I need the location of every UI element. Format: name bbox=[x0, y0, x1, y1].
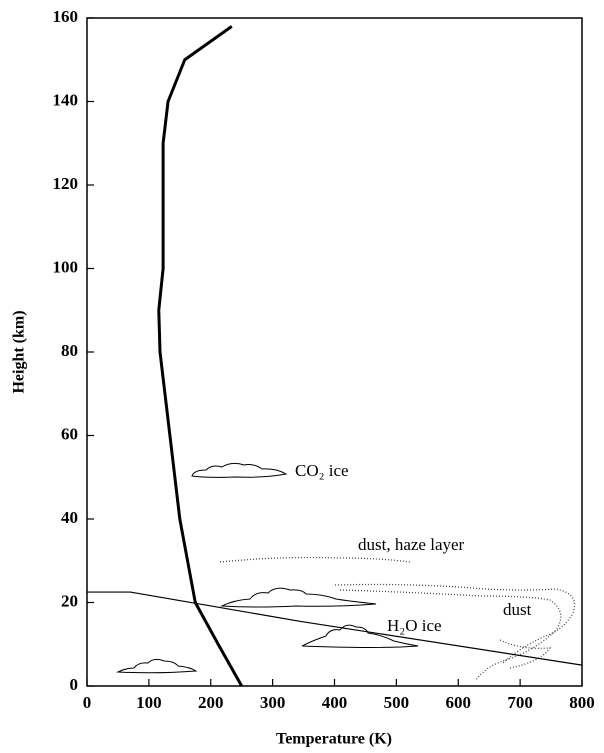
x-tick-label: 500 bbox=[384, 693, 410, 712]
x-axis-label: Temperature (K) bbox=[276, 731, 392, 748]
x-tick-label: 200 bbox=[198, 693, 224, 712]
y-tick-label: 40 bbox=[61, 508, 78, 527]
annotation: dust bbox=[503, 600, 532, 619]
x-tick-label: 800 bbox=[569, 693, 595, 712]
line bbox=[157, 25, 243, 687]
clouds bbox=[116, 462, 419, 674]
x-tick-label: 100 bbox=[136, 693, 162, 712]
annotation: H₂O ice bbox=[387, 616, 442, 635]
annotation: CO₂ ice bbox=[295, 461, 349, 480]
x-tick-label: 600 bbox=[446, 693, 472, 712]
line bbox=[87, 591, 583, 666]
y-tick-label: 60 bbox=[61, 424, 78, 443]
x-tick-label: 300 bbox=[260, 693, 286, 712]
x-tick-label: 700 bbox=[507, 693, 533, 712]
y-tick-label: 140 bbox=[53, 90, 79, 109]
y-tick-label: 20 bbox=[61, 591, 78, 610]
y-axis-label: Height (km) bbox=[11, 310, 28, 393]
y-tick-label: 100 bbox=[53, 257, 79, 276]
y-tick-label: 120 bbox=[53, 174, 79, 193]
y-tick-label: 80 bbox=[61, 341, 78, 360]
dust bbox=[219, 556, 576, 681]
x-tick-label: 0 bbox=[83, 693, 92, 712]
y-tick-label: 0 bbox=[70, 675, 79, 694]
y-tick-label: 160 bbox=[53, 7, 79, 26]
annotation: dust, haze layer bbox=[358, 535, 465, 554]
x-tick-label: 400 bbox=[322, 693, 348, 712]
